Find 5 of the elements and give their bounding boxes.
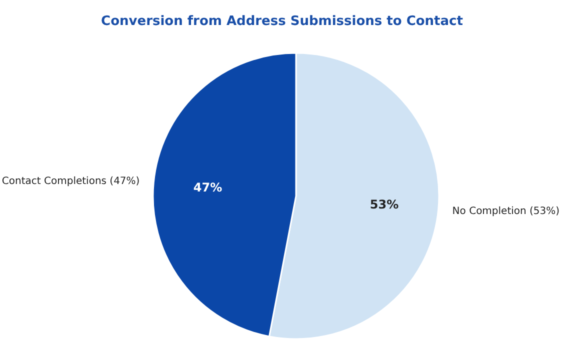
chart-title: Conversion from Address Submissions to Contact — [101, 14, 463, 29]
data-label: 47% — [193, 180, 222, 195]
slice-label: Contact Completions (47%) — [2, 176, 140, 188]
data-label: 53% — [370, 197, 399, 212]
slice-label: No Completion (53%) — [452, 206, 560, 217]
